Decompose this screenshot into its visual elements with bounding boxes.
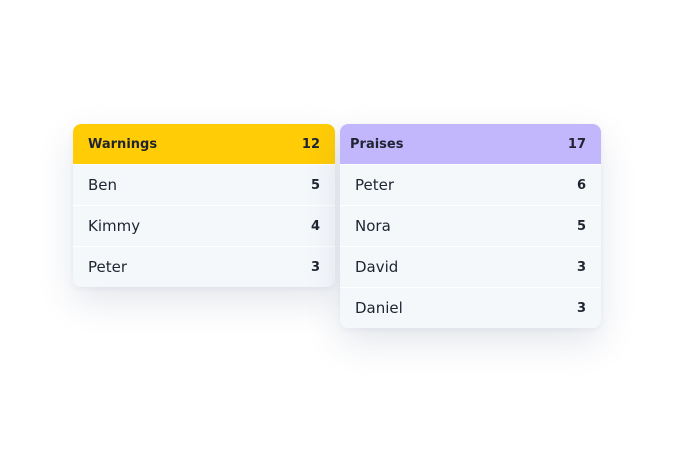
- praises-row-name: Peter: [355, 176, 395, 194]
- praises-row-count: 5: [576, 218, 586, 234]
- praises-row-name: David: [355, 258, 399, 276]
- praises-row-name: Daniel: [355, 299, 403, 317]
- warnings-header: Warnings 12: [73, 124, 335, 164]
- warnings-card: Warnings 12 Ben 5 Kimmy 4 Peter 3: [73, 124, 335, 287]
- warnings-title: Warnings: [88, 136, 158, 152]
- praises-row-count: 3: [576, 259, 586, 275]
- praises-row: Peter 6: [340, 164, 601, 205]
- warnings-row: Kimmy 4: [73, 205, 335, 246]
- praises-row: Nora 5: [340, 205, 601, 246]
- warnings-total: 12: [301, 136, 320, 152]
- warnings-row-name: Peter: [88, 258, 128, 276]
- praises-title: Praises: [350, 136, 404, 152]
- warnings-row-count: 4: [310, 218, 320, 234]
- praises-header: Praises 17: [340, 124, 601, 164]
- warnings-row: Ben 5: [73, 164, 335, 205]
- praises-row-name: Nora: [355, 217, 391, 235]
- praises-row: David 3: [340, 246, 601, 287]
- praises-row-count: 3: [576, 300, 586, 316]
- praises-row-count: 6: [576, 177, 586, 193]
- warnings-row-count: 5: [310, 177, 320, 193]
- warnings-row-name: Kimmy: [88, 217, 141, 235]
- warnings-row-name: Ben: [88, 176, 118, 194]
- praises-total: 17: [567, 136, 586, 152]
- warnings-row: Peter 3: [73, 246, 335, 287]
- warnings-row-count: 3: [310, 259, 320, 275]
- praises-row: Daniel 3: [340, 287, 601, 328]
- praises-card: Praises 17 Peter 6 Nora 5 David 3 Daniel…: [340, 124, 601, 328]
